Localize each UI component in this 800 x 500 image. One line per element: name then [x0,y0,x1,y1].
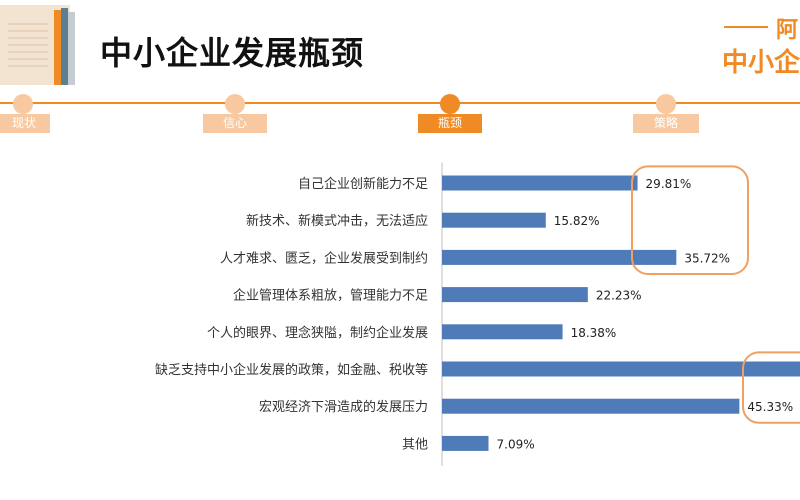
category-label: 宏观经济下滑造成的发展压力 [259,399,428,415]
value-label: 35.72% [684,251,730,265]
brand-text-top: 阿 [776,18,799,43]
category-label: 个人的眼界、理念狭隘，制约企业发展 [207,325,428,341]
step-pingjing[interactable]: 瓶颈 [418,114,482,133]
category-label: 自己企业创新能力不足 [298,176,428,192]
category-label: 其他 [402,437,428,452]
highlight-box [742,351,800,424]
bar [442,398,740,414]
category-label: 新技术、新模式冲击，无法适应 [246,213,428,229]
value-label: 22.23% [596,289,642,303]
bar [442,287,588,303]
bar [442,249,677,265]
value-label: 18.38% [571,326,617,340]
step-dot-xianzhuang [13,94,33,114]
category-label: 企业管理体系粗放，管理能力不足 [233,288,428,304]
step-xianzhuang[interactable]: 现状 [0,114,50,133]
value-label: 15.82% [554,214,600,228]
steps-timeline [0,102,800,104]
bar [442,324,563,340]
step-dot-pingjing [440,94,460,114]
step-xinxin[interactable]: 信心 [203,114,267,133]
bar [442,175,638,191]
bar-chart: 自己企业创新能力不足 29.81% 新技术、新模式冲击，无法适应 15.82% 人才难求… [155,162,800,466]
brand-text-bottom: 中小企 [722,48,800,78]
step-dot-celue [656,94,676,114]
value-label: 45.33% [747,400,793,414]
bar [442,435,489,451]
brand-divider [724,26,768,28]
highlight-box [631,165,749,275]
page-title: 中小企业发展瓶颈 [100,34,365,72]
step-dot-xinxin [225,94,245,114]
category-label: 缺乏支持中小企业发展的政策，如金融、税收等 [155,362,428,378]
book-icon [0,5,75,85]
step-celue[interactable]: 策略 [633,114,699,133]
value-label: 29.81% [646,177,692,191]
bar [442,361,800,377]
value-label: 7.09% [497,437,535,451]
bar [442,212,546,228]
category-label: 人才难求、匮乏，企业发展受到制约 [220,250,428,266]
